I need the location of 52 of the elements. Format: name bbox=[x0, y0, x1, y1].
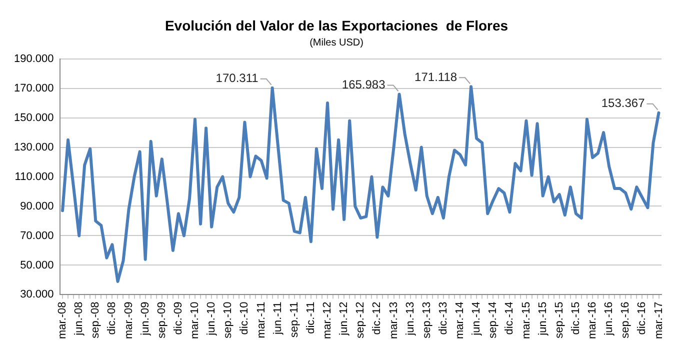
x-tick-label: dic.-09 bbox=[172, 302, 184, 335]
y-tick-label: 150.000 bbox=[14, 112, 54, 124]
y-tick-label: 170.000 bbox=[14, 82, 54, 94]
x-tick-label: dic.-11 bbox=[304, 302, 317, 334]
x-tick-label: jun.-12 bbox=[338, 302, 350, 336]
y-tick-label: 110.000 bbox=[14, 170, 54, 183]
x-tick-label: dic.-08 bbox=[106, 302, 118, 335]
x-tick-label: mar.-14 bbox=[454, 302, 466, 340]
y-tick-label: 90.000 bbox=[20, 200, 54, 212]
x-tick-label: sep.-11 bbox=[288, 302, 300, 338]
x-tick-label: mar.-08 bbox=[56, 302, 69, 340]
x-tick-label: sep.-14 bbox=[487, 302, 500, 338]
chart-subtitle: (Miles USD) bbox=[310, 38, 364, 49]
x-tick-label: dic.-13 bbox=[437, 302, 450, 335]
x-tick-label: mar.-16 bbox=[586, 302, 599, 340]
x-tick-label: jun.-14 bbox=[470, 302, 483, 336]
x-tick-label: mar.-17 bbox=[652, 302, 665, 340]
x-tick-label: jun.-11 bbox=[272, 302, 284, 336]
x-tick-label: dic.-15 bbox=[570, 302, 582, 335]
data-label: 153.367 bbox=[601, 96, 646, 110]
x-tick-label: mar.-11 bbox=[255, 302, 268, 338]
x-tick-label: dic.-14 bbox=[504, 302, 516, 335]
x-tick-label: jun.-15 bbox=[536, 302, 549, 336]
y-tick-label: 190.000 bbox=[14, 52, 54, 65]
y-tick-label: 130.000 bbox=[14, 141, 54, 154]
x-tick-label: mar.-10 bbox=[189, 302, 202, 340]
y-tick-label: 30.000 bbox=[20, 288, 54, 301]
x-tick-label: mar.-09 bbox=[122, 302, 135, 340]
x-tick-label: mar.-15 bbox=[520, 302, 532, 340]
x-tick-label: mar.-13 bbox=[388, 302, 400, 340]
x-tick-label: jun.-13 bbox=[404, 302, 416, 336]
x-tick-label: jun.-09 bbox=[139, 302, 152, 336]
x-tick-label: jun.-08 bbox=[73, 302, 86, 336]
x-tick-label: jun.-16 bbox=[603, 302, 616, 336]
data-label: 170.311 bbox=[216, 71, 259, 86]
x-tick-label: sep.-15 bbox=[553, 302, 566, 338]
data-label: 171.118 bbox=[414, 70, 458, 84]
x-tick-label: dic.-16 bbox=[636, 302, 648, 335]
x-tick-label: mar.-12 bbox=[322, 302, 334, 340]
x-tick-label: sep.-09 bbox=[156, 302, 168, 338]
x-tick-label: sep.-16 bbox=[620, 302, 632, 338]
x-tick-label: sep.-08 bbox=[90, 302, 102, 338]
x-tick-label: sep.-13 bbox=[420, 302, 433, 338]
x-tick-label: jun.-10 bbox=[206, 302, 218, 336]
y-tick-label: 70.000 bbox=[20, 230, 54, 242]
chart-title: Evolución del Valor de las Exportaciones de Flores bbox=[164, 17, 508, 34]
x-tick-label: sep.-10 bbox=[222, 302, 234, 338]
data-label: 165.983 bbox=[342, 78, 386, 92]
y-tick-label: 50.000 bbox=[20, 259, 54, 272]
x-tick-label: dic.-10 bbox=[238, 302, 251, 335]
x-tick-label: dic.-12 bbox=[371, 302, 384, 335]
x-tick-label: sep.-12 bbox=[354, 302, 367, 338]
